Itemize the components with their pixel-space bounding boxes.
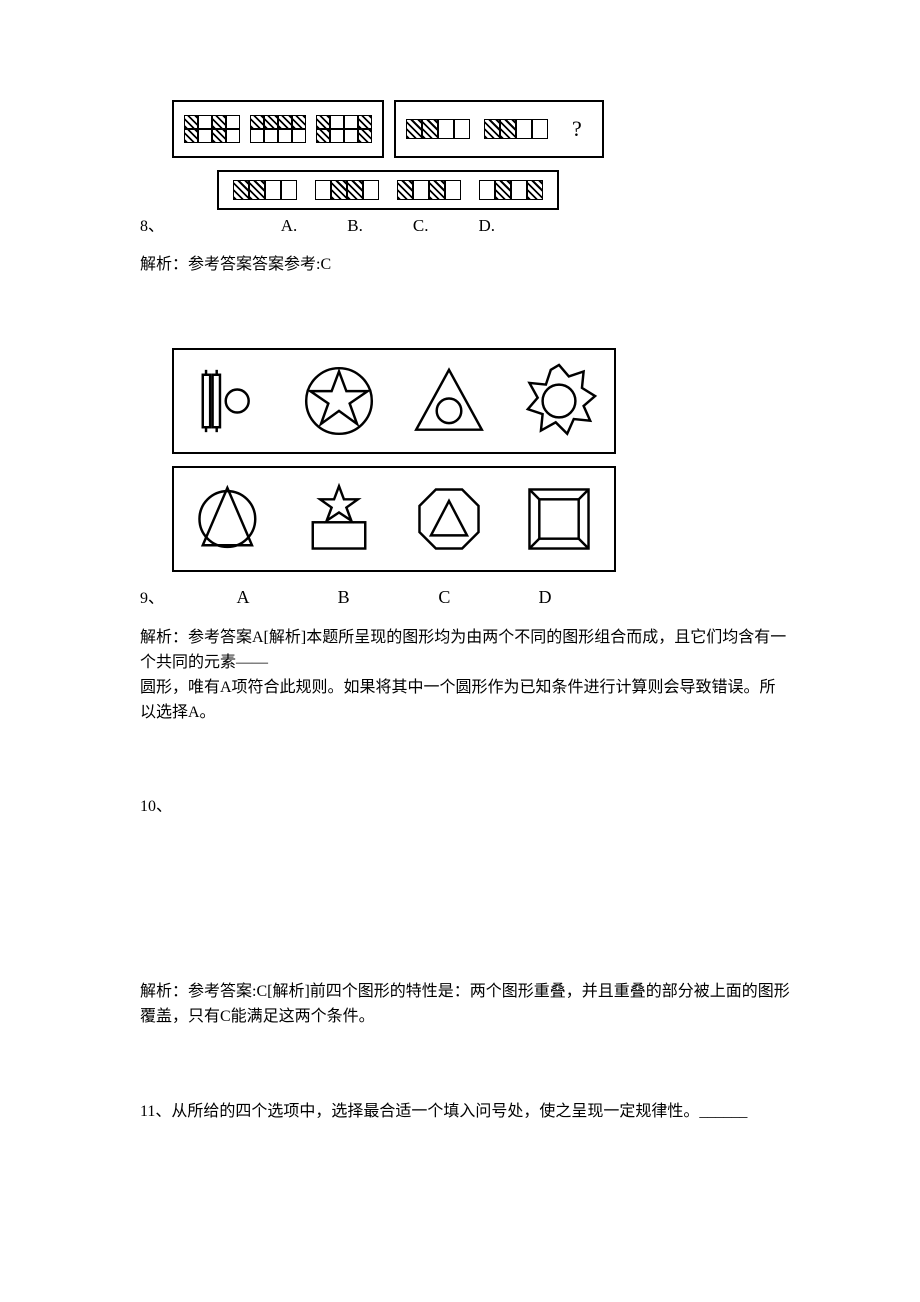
q9-label-a: A	[202, 584, 284, 612]
question-11: 11、从所给的四个选项中，选择最合适一个填入问号处，使之呈现一定规律性。____…	[140, 1100, 790, 1125]
q8-grid-3	[316, 115, 372, 143]
q8-rgrid-1	[406, 119, 470, 139]
q11-blank: ______	[699, 1103, 747, 1120]
q8-option-c-grid	[397, 180, 461, 200]
q9-shape-sun-gear	[518, 360, 600, 442]
q10-answer: 解析：参考答案:C[解析]前四个图形的特性是：两个图形重叠，并且重叠的部分被上面…	[140, 980, 790, 1030]
question-9-number: 9、	[140, 587, 164, 612]
q8-top-left-box	[172, 100, 384, 158]
q8-label-b: B.	[347, 213, 363, 239]
q9-label-c: C	[403, 584, 485, 612]
question-10-number: 10、	[140, 795, 790, 820]
q8-option-labels: A. B. C. D.	[172, 213, 604, 239]
q11-text: 11、从所给的四个选项中，选择最合适一个填入问号处，使之呈现一定规律性。	[140, 1103, 699, 1120]
q8-option-b-grid	[315, 180, 379, 200]
q8-option-a-grid	[233, 180, 297, 200]
q8-label-c: C.	[413, 213, 429, 239]
q8-answer: 解析：参考答案答案参考:C	[140, 253, 790, 278]
q9-label-d: D	[504, 584, 586, 612]
q9-option-d-shape	[518, 478, 600, 560]
q9-shape-circle-in-triangle	[408, 360, 490, 442]
q8-option-d-grid	[479, 180, 543, 200]
q9-answer-p2: 圆形，唯有A项符合此规则。如果将其中一个圆形作为已知条件进行计算则会导致错误。所…	[140, 676, 790, 726]
q8-grid-1	[184, 115, 240, 143]
q9-option-b-shape	[298, 478, 380, 560]
q9-shape-star-in-circle	[298, 360, 380, 442]
q9-label-b: B	[303, 584, 385, 612]
q8-rgrid-2	[484, 119, 548, 139]
q9-answer-p1: 解析：参考答案A[解析]本题所呈现的图形均为由两个不同的图形组合而成，且它们均含…	[140, 626, 790, 676]
q8-question-mark: ?	[562, 112, 592, 146]
question-8-figure: ?	[172, 100, 604, 239]
question-8-number: 8、	[140, 215, 164, 240]
q9-shape-bars-circle	[188, 360, 270, 442]
q9-option-labels: A B C D	[172, 584, 616, 612]
question-9-figure: A B C D	[172, 348, 616, 612]
question-9: 9、	[140, 348, 790, 612]
q8-top-right-box: ?	[394, 100, 604, 158]
q8-label-d: D.	[478, 213, 495, 239]
q8-grid-2	[250, 115, 306, 143]
q9-bottom-row	[172, 466, 616, 572]
q8-options-box	[217, 170, 559, 210]
q9-top-row	[172, 348, 616, 454]
q8-label-a: A.	[281, 213, 298, 239]
question-8: 8、	[140, 100, 790, 239]
q9-option-a-shape	[188, 478, 270, 560]
q9-option-c-shape	[408, 478, 490, 560]
